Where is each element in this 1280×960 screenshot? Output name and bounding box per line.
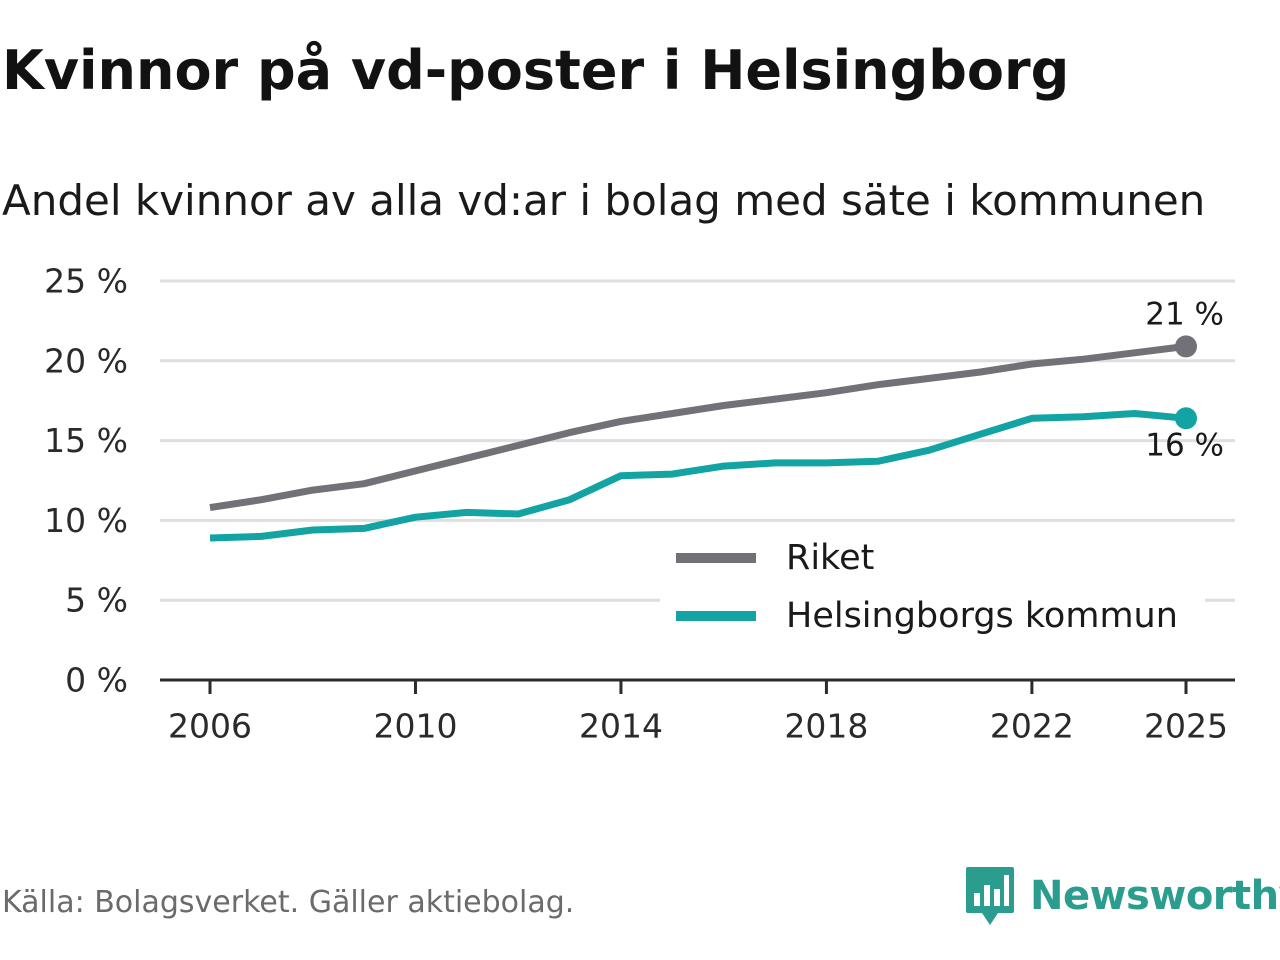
x-tick-label: 2025 <box>1144 707 1228 746</box>
x-tick-label: 2006 <box>168 707 252 746</box>
legend-label: Helsingborgs kommun <box>786 596 1178 636</box>
brand-name: Newsworthy <box>1030 873 1280 919</box>
y-tick-label: 10 % <box>44 501 128 540</box>
x-axis: 2006 2010 2014 2018 2022 2025 <box>160 678 1235 746</box>
x-tick-label: 2014 <box>579 707 663 746</box>
chart-title: Kvinnor på vd-poster i Helsingborg <box>2 39 1070 102</box>
x-tick-label: 2022 <box>990 707 1074 746</box>
legend-label: Riket <box>786 538 874 578</box>
chart-subtitle: Andel kvinnor av alla vd:ar i bolag med … <box>2 176 1206 225</box>
series-line <box>209 342 1187 512</box>
brand-logo: Newsworthy <box>964 864 1280 928</box>
series-end-point <box>1175 335 1197 358</box>
y-tick-label: 20 % <box>44 341 128 380</box>
series-end-label: 16 % <box>1145 427 1224 463</box>
y-tick-label: 0 % <box>65 661 128 700</box>
legend: Riket Helsingborgs kommun <box>660 530 1205 650</box>
source-note: Källa: Bolagsverket. Gäller aktiebolag. <box>2 885 575 920</box>
y-tick-label: 25 % <box>44 262 128 301</box>
x-tick-label: 2018 <box>784 707 868 746</box>
series-lines: 21 % 16 % <box>209 296 1224 542</box>
newsworthy-logo-icon <box>966 867 1014 925</box>
series-line <box>209 410 1187 542</box>
x-tick-label: 2010 <box>373 707 457 746</box>
series-end-label: 21 % <box>1145 296 1224 332</box>
y-axis-tick-labels: 0 % 5 % 10 % 15 % 20 % 25 % <box>44 262 128 700</box>
series-end-point <box>1175 407 1197 430</box>
legend-background <box>660 530 1205 650</box>
y-tick-label: 15 % <box>44 421 128 460</box>
y-tick-label: 5 % <box>65 581 128 620</box>
